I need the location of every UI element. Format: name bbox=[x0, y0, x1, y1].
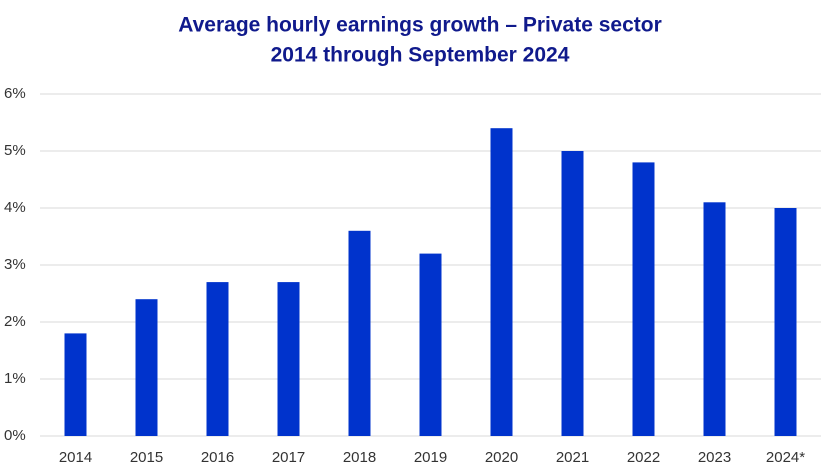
x-tick-label: 2019 bbox=[414, 449, 447, 466]
chart-title: Average hourly earnings growth – Private… bbox=[178, 14, 662, 37]
x-tick-label: 2015 bbox=[130, 449, 163, 466]
y-tick-label: 4% bbox=[4, 199, 26, 216]
x-tick-label: 2024* bbox=[766, 449, 805, 466]
x-tick-label: 2023 bbox=[698, 449, 731, 466]
x-tick-label: 2018 bbox=[343, 449, 376, 466]
y-tick-label: 2% bbox=[4, 313, 26, 330]
x-tick-label: 2020 bbox=[485, 449, 518, 466]
x-tick-label: 2022 bbox=[627, 449, 660, 466]
bar bbox=[774, 208, 797, 436]
bar bbox=[206, 282, 229, 436]
x-tick-label: 2014 bbox=[59, 449, 92, 466]
y-tick-label: 6% bbox=[4, 85, 26, 102]
bar bbox=[64, 333, 87, 436]
bar bbox=[703, 202, 726, 436]
bar bbox=[348, 230, 371, 436]
bar bbox=[135, 299, 158, 436]
bar bbox=[277, 282, 300, 436]
y-tick-label: 1% bbox=[4, 370, 26, 387]
bar bbox=[561, 151, 584, 436]
y-tick-label: 5% bbox=[4, 142, 26, 159]
bar bbox=[419, 253, 442, 436]
y-tick-label: 3% bbox=[4, 256, 26, 273]
chart-subtitle: 2014 through September 2024 bbox=[271, 44, 570, 67]
x-tick-label: 2017 bbox=[272, 449, 305, 466]
bar bbox=[490, 128, 513, 436]
x-tick-label: 2016 bbox=[201, 449, 234, 466]
x-tick-label: 2021 bbox=[556, 449, 589, 466]
bar bbox=[632, 162, 655, 436]
y-tick-label: 0% bbox=[4, 427, 26, 444]
